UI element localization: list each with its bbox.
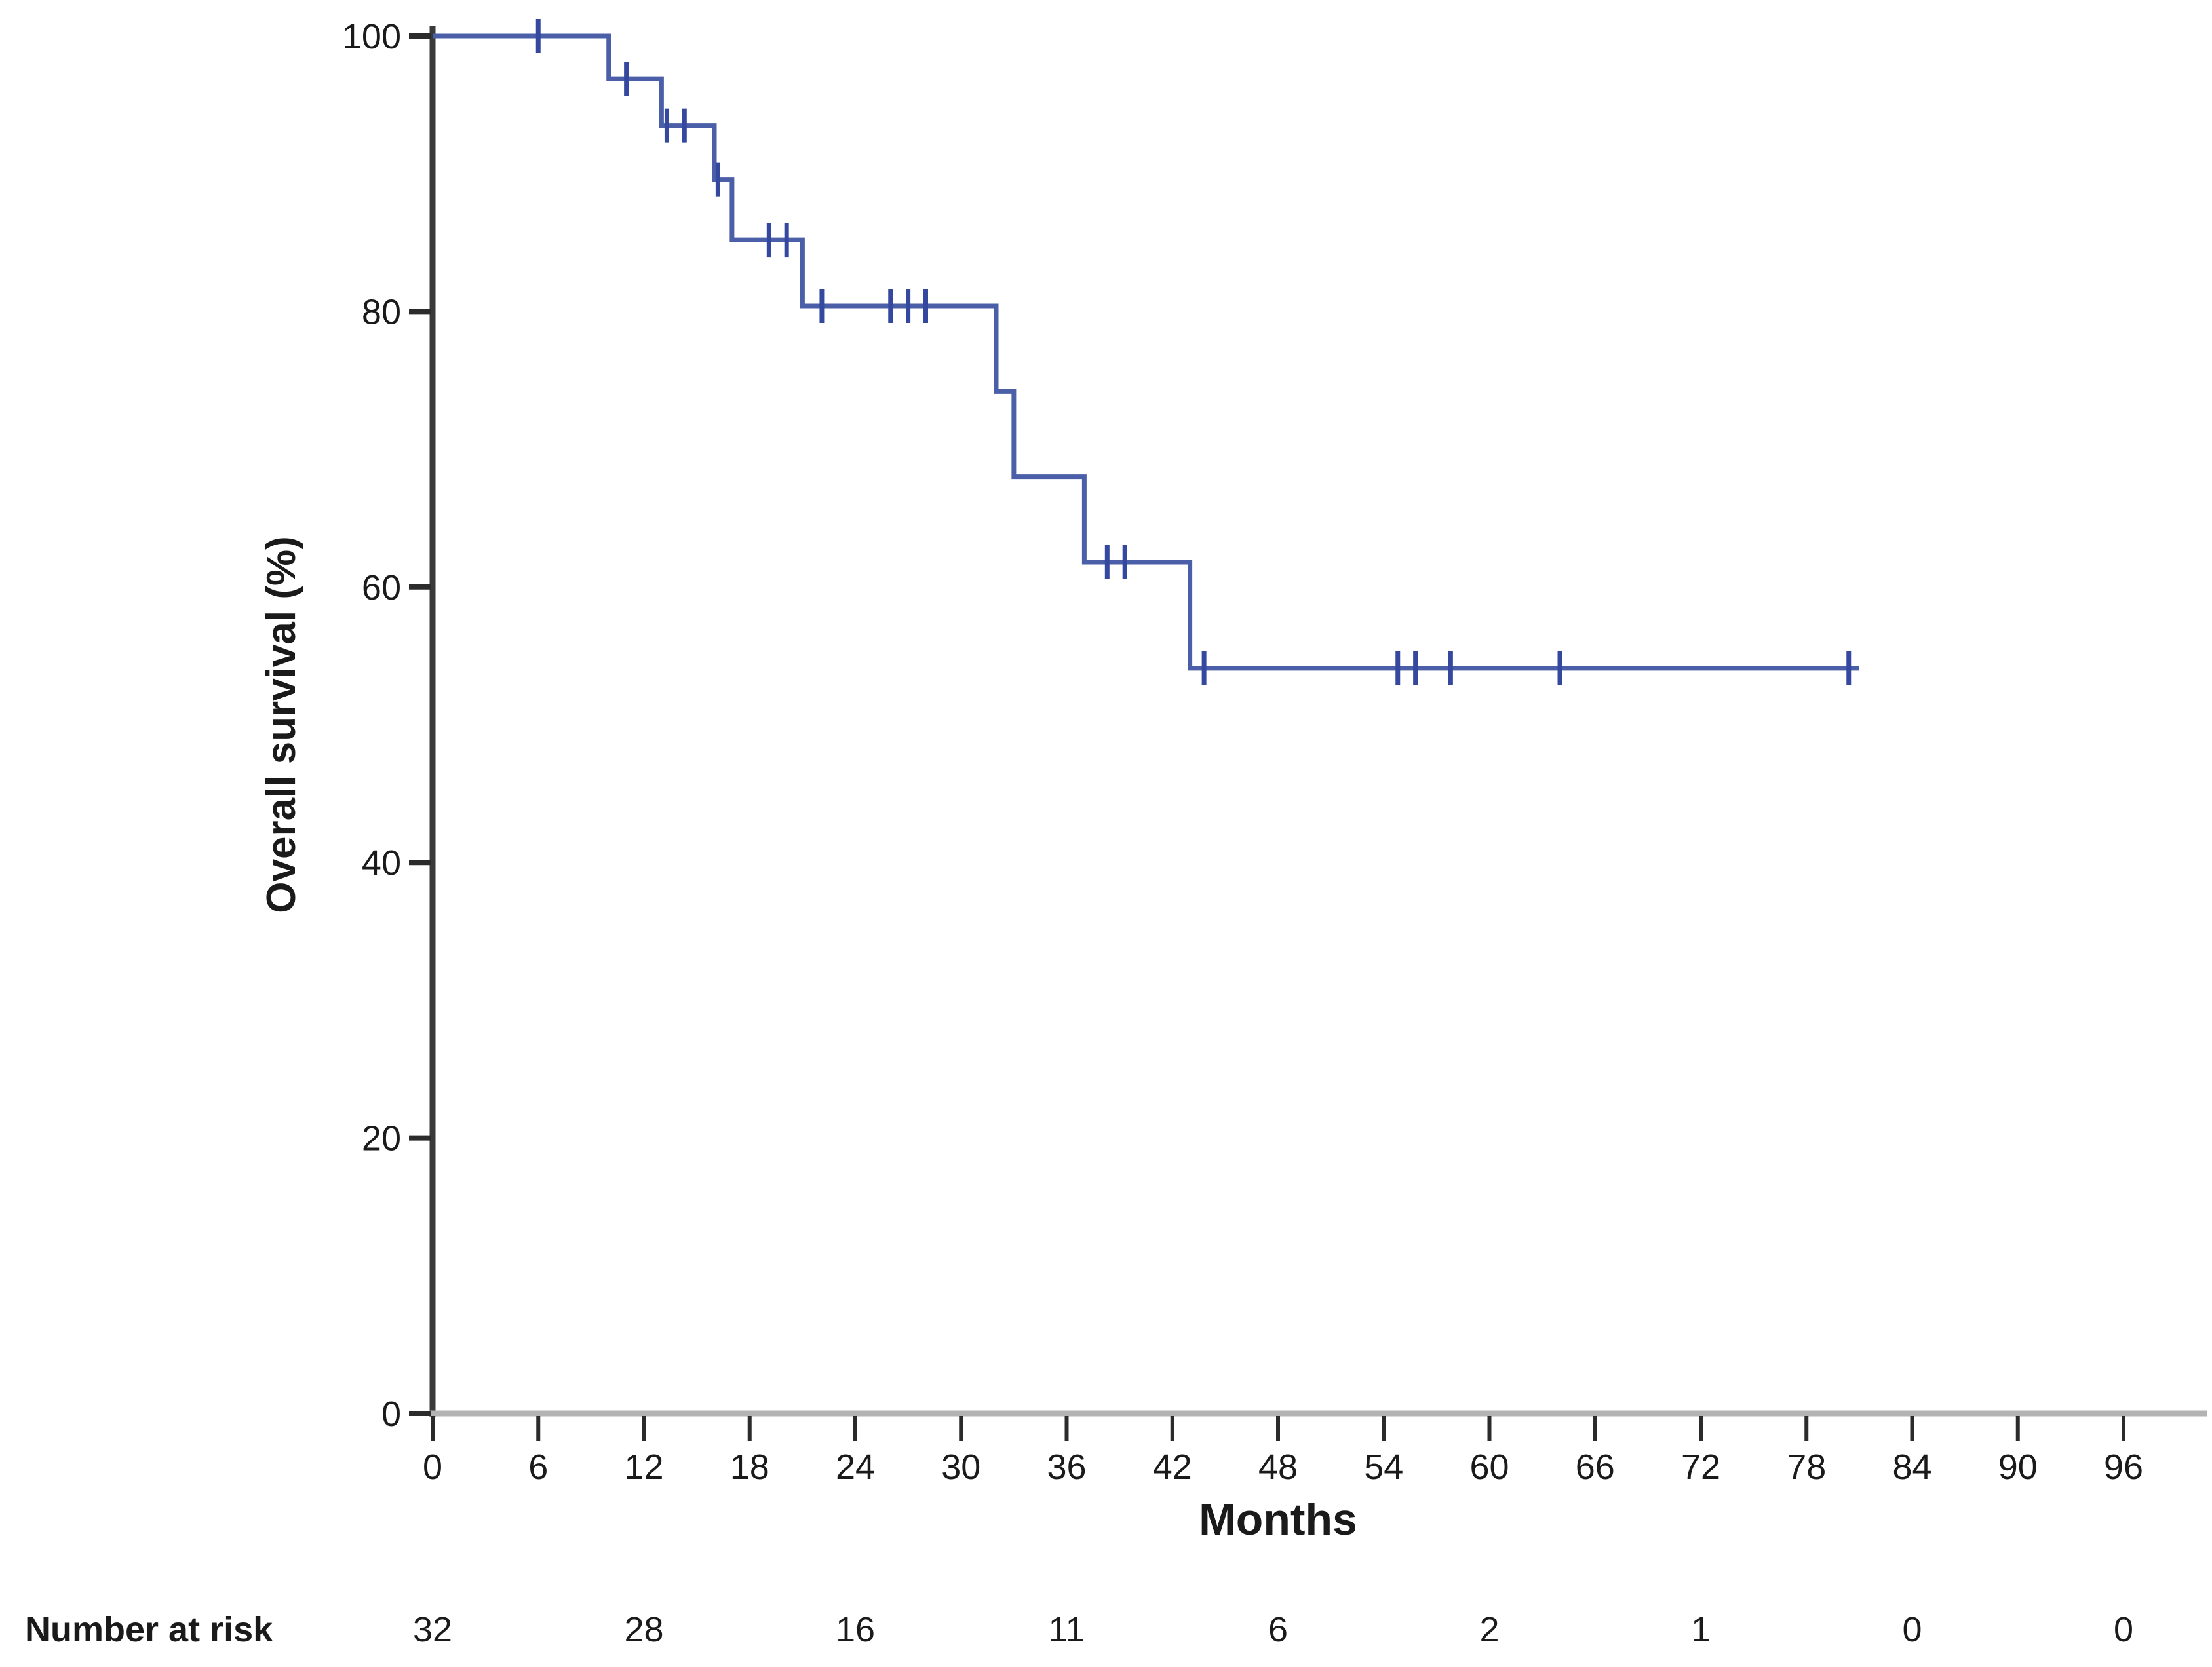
number-at-risk-value: 11 (1048, 1610, 1085, 1649)
number-at-risk-value: 32 (413, 1610, 452, 1649)
x-tick-label: 54 (1364, 1447, 1403, 1487)
x-tick-label: 96 (2104, 1447, 2143, 1487)
y-tick-label: 60 (362, 568, 401, 607)
x-tick-label: 42 (1153, 1447, 1192, 1487)
y-tick-label: 80 (362, 292, 401, 332)
x-tick-label: 90 (1998, 1447, 2038, 1487)
x-tick-label: 48 (1258, 1447, 1298, 1487)
x-tick-label: 36 (1047, 1447, 1086, 1487)
number-at-risk-value: 16 (836, 1610, 875, 1649)
number-at-risk-value: 2 (1479, 1610, 1499, 1649)
number-at-risk-label: Number at risk (25, 1610, 273, 1649)
x-tick-label: 0 (423, 1447, 442, 1487)
y-tick-label: 20 (362, 1119, 401, 1159)
y-tick-label: 40 (362, 843, 401, 883)
y-axis-title: Overall survival (%) (259, 536, 304, 913)
x-tick-label: 18 (730, 1447, 769, 1487)
x-tick-label: 12 (624, 1447, 663, 1487)
x-tick-label: 84 (1892, 1447, 1931, 1487)
censor-marks (535, 19, 1852, 685)
number-at-risk-value: 1 (1691, 1610, 1711, 1649)
x-tick-label: 30 (941, 1447, 980, 1487)
x-axis-ticks: 0 6 12 18 24 30 36 42 48 54 60 66 72 78 84 90 96 (423, 1416, 2143, 1487)
x-tick-label: 24 (836, 1447, 875, 1487)
x-tick-label: 6 (528, 1447, 548, 1487)
number-at-risk-row: Number at risk 32 28 16 11 6 2 1 0 0 (25, 1610, 2133, 1649)
y-tick-label: 100 (342, 17, 401, 56)
number-at-risk-value: 0 (2114, 1610, 2133, 1649)
y-axis-ticks: 0 20 40 60 80 100 (342, 17, 431, 1434)
x-tick-label: 60 (1469, 1447, 1509, 1487)
y-tick-label: 0 (381, 1394, 401, 1434)
number-at-risk-value: 6 (1268, 1610, 1288, 1649)
x-tick-label: 66 (1576, 1447, 1615, 1487)
x-tick-label: 72 (1681, 1447, 1720, 1487)
number-at-risk-value: 28 (624, 1610, 663, 1649)
number-at-risk-value: 0 (1902, 1610, 1922, 1649)
x-tick-label: 78 (1787, 1447, 1826, 1487)
x-axis-title: Months (1199, 1495, 1357, 1544)
km-curve (433, 33, 1859, 671)
